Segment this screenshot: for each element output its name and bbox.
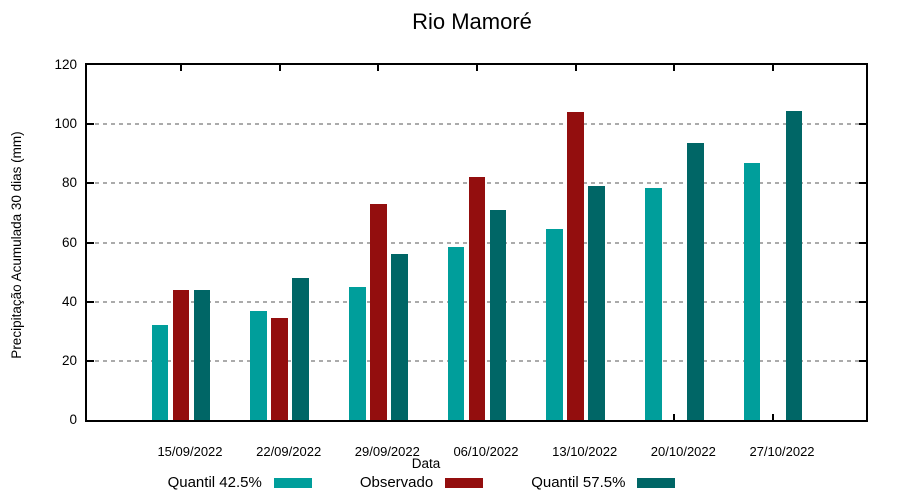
legend-item: Observado bbox=[359, 474, 484, 491]
x-tick-label: 13/10/2022 bbox=[552, 444, 618, 459]
x-tick-mark bbox=[772, 414, 775, 420]
bar-observado bbox=[468, 177, 486, 420]
legend-label: Quantil 57.5% bbox=[531, 474, 626, 491]
x-tick-mark bbox=[772, 65, 775, 71]
bar-quantil-42-5- bbox=[447, 246, 465, 420]
bar-quantil-57-5- bbox=[687, 143, 704, 420]
x-tick-mark bbox=[278, 65, 281, 71]
x-tick-label: 06/10/2022 bbox=[453, 444, 519, 459]
x-tick-mark bbox=[574, 65, 577, 71]
y-tick-mark bbox=[87, 123, 94, 126]
y-tick-label: 80 bbox=[61, 175, 77, 191]
bar-quantil-42-5- bbox=[349, 286, 366, 420]
x-tick-label: 27/10/2022 bbox=[749, 444, 815, 459]
x-tick-mark bbox=[673, 414, 676, 420]
bar-quantil-57-5- bbox=[193, 289, 211, 420]
bar-quantil-57-5- bbox=[391, 254, 408, 420]
x-tick-mark bbox=[377, 65, 380, 71]
x-axis-label: Data bbox=[411, 456, 441, 471]
legend-swatch bbox=[637, 477, 676, 488]
y-tick-mark bbox=[859, 300, 866, 303]
y-axis-label: Precipitação Acumulada 30 dias (mm) bbox=[9, 131, 24, 359]
bar-observado bbox=[271, 317, 288, 420]
x-tick-label: 15/09/2022 bbox=[157, 444, 223, 459]
y-tick-mark bbox=[87, 300, 94, 303]
bar-quantil-57-5- bbox=[785, 110, 803, 420]
y-tick-mark bbox=[859, 123, 866, 126]
bar-observado bbox=[567, 112, 584, 420]
bar-quantil-57-5- bbox=[489, 209, 507, 420]
bar-quantil-42-5- bbox=[250, 310, 267, 420]
bar-observado bbox=[370, 204, 387, 420]
x-tick-label: 29/09/2022 bbox=[354, 444, 420, 459]
plot-area bbox=[85, 63, 868, 422]
y-tick-label: 120 bbox=[54, 57, 77, 72]
y-tick-mark bbox=[859, 241, 866, 244]
y-tick-mark bbox=[859, 182, 866, 185]
bar-quantil-42-5- bbox=[743, 162, 761, 420]
y-tick-label: 60 bbox=[61, 234, 77, 250]
y-tick-label: 20 bbox=[61, 352, 77, 368]
y-tick-mark bbox=[859, 359, 866, 362]
legend-label: Observado bbox=[359, 474, 434, 491]
bar-quantil-42-5- bbox=[546, 229, 563, 420]
legend-label: Quantil 42.5% bbox=[167, 474, 262, 491]
grid-line bbox=[87, 123, 866, 126]
legend-swatch bbox=[273, 477, 312, 488]
y-tick-label: 40 bbox=[61, 293, 77, 309]
bar-observado bbox=[172, 289, 190, 420]
y-tick-mark bbox=[87, 241, 94, 244]
x-tick-mark bbox=[673, 65, 676, 71]
y-tick-mark bbox=[87, 359, 94, 362]
legend-swatch bbox=[445, 477, 484, 488]
legend-item: Quantil 57.5% bbox=[531, 474, 676, 491]
bar-quantil-57-5- bbox=[292, 278, 309, 420]
bar-quantil-42-5- bbox=[645, 187, 662, 420]
legend-item: Quantil 42.5% bbox=[168, 474, 312, 491]
chart-title: Rio Mamoré bbox=[412, 9, 532, 34]
y-tick-mark bbox=[87, 182, 94, 185]
y-tick-label: 100 bbox=[54, 116, 77, 132]
bar-quantil-57-5- bbox=[588, 186, 605, 420]
y-tick-label: 0 bbox=[69, 412, 77, 427]
x-tick-label: 20/10/2022 bbox=[650, 444, 716, 459]
x-tick-mark bbox=[180, 65, 182, 71]
bar-quantil-42-5- bbox=[151, 325, 169, 420]
x-tick-mark bbox=[476, 65, 478, 71]
x-tick-label: 22/09/2022 bbox=[256, 444, 322, 459]
legend: Quantil 42.5% Observado Quantil 57.5% bbox=[60, 474, 783, 491]
